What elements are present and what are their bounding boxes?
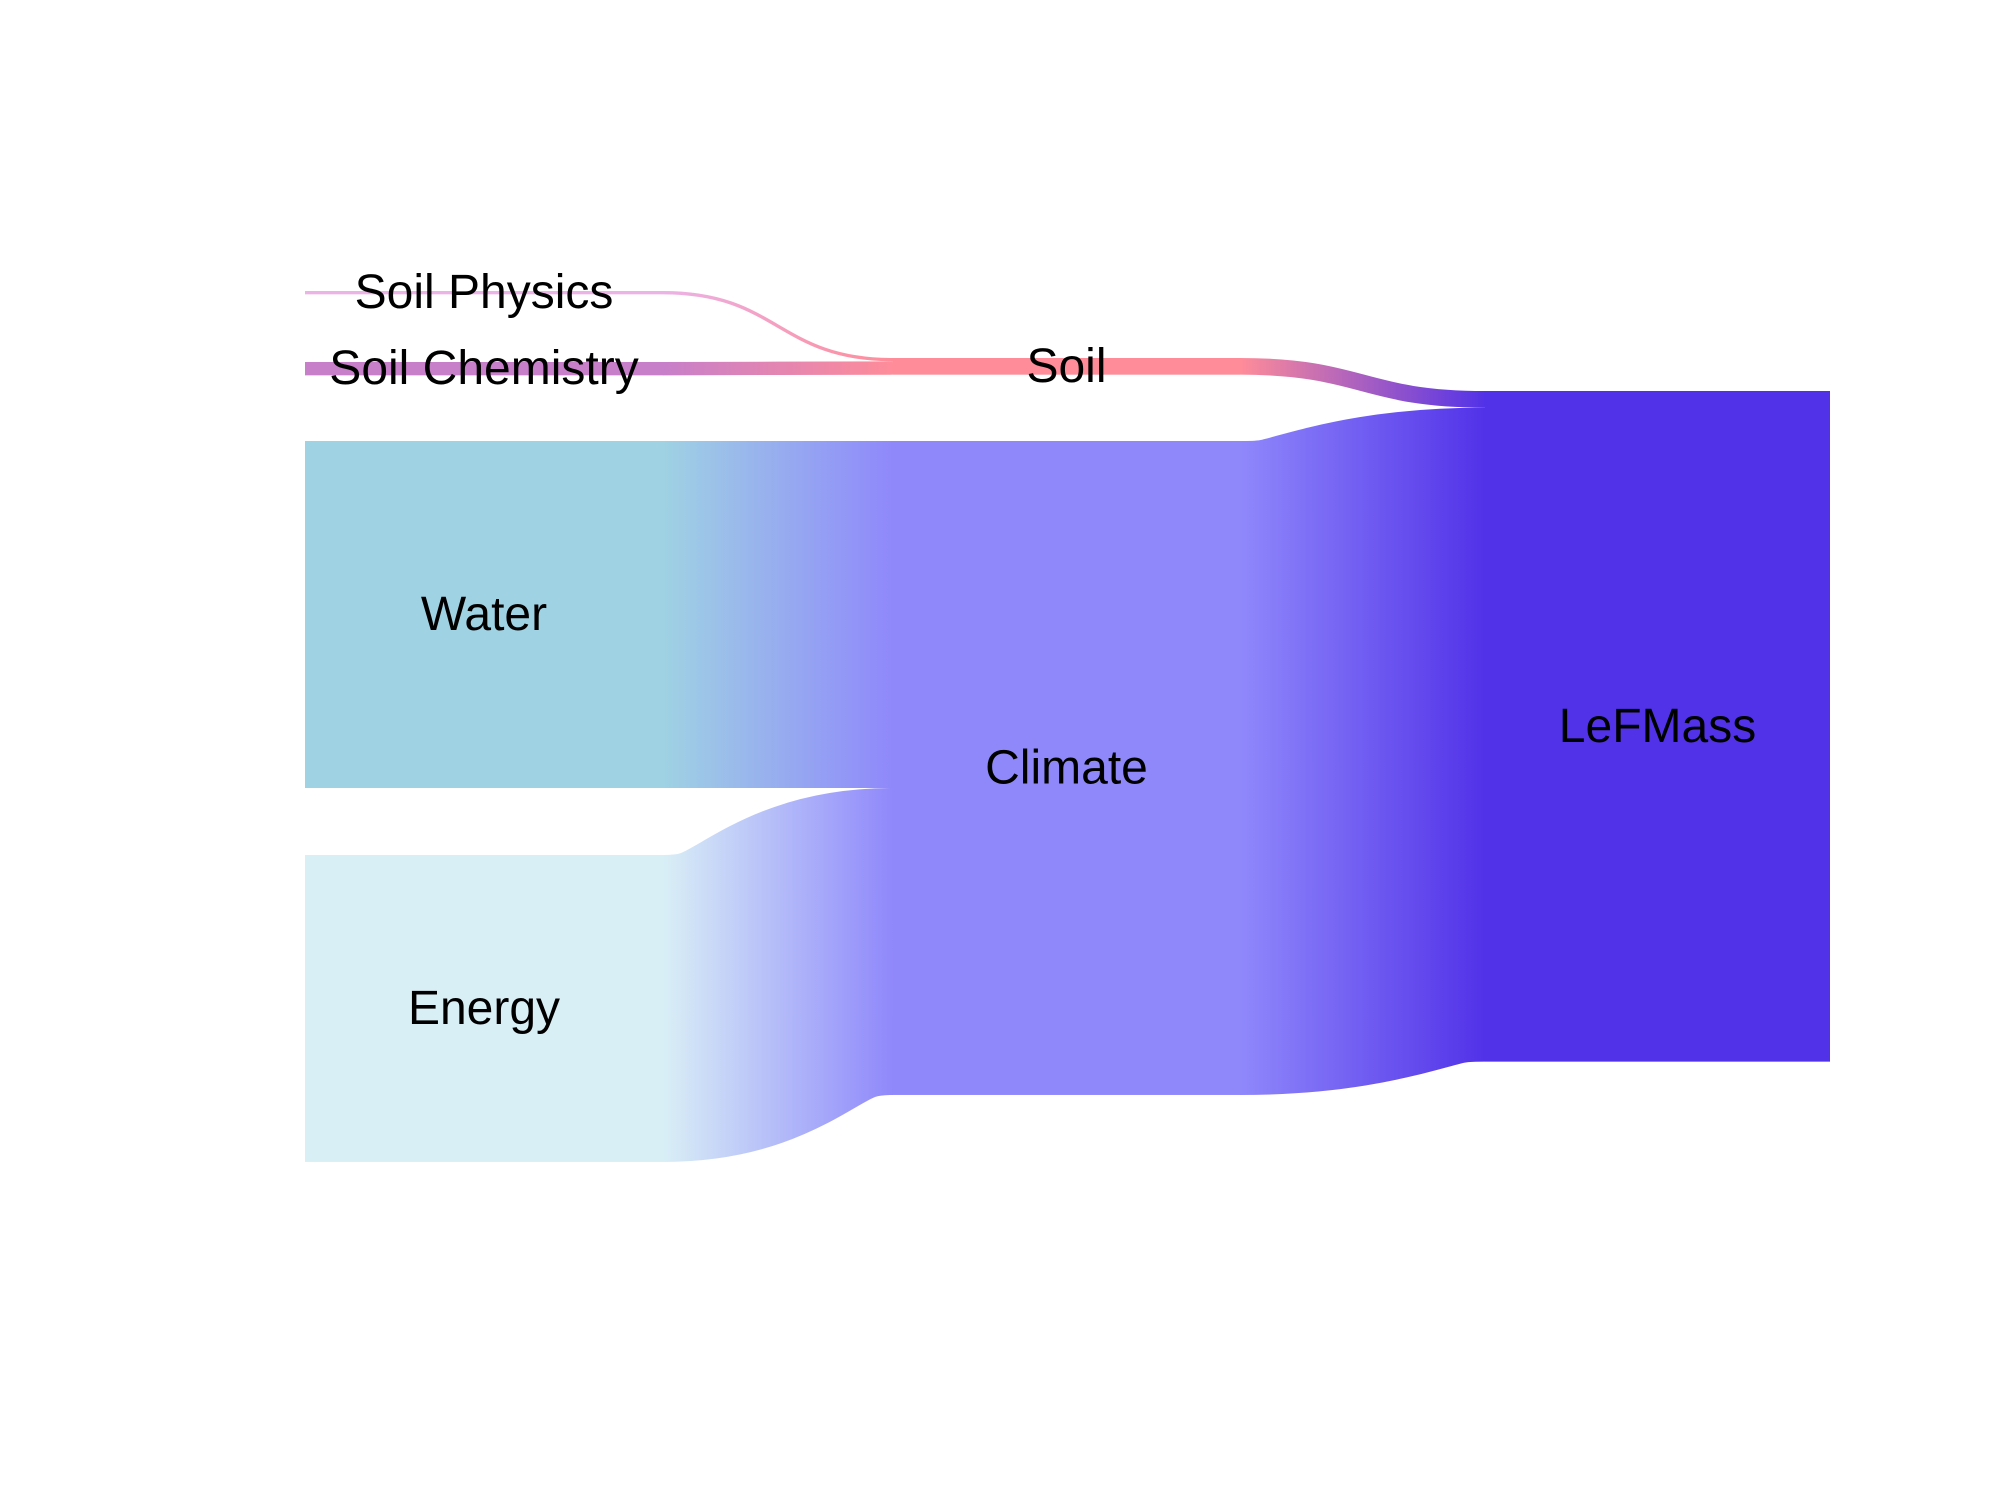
node-soil-chemistry — [305, 362, 663, 376]
node-label-soil-chemistry: Soil Chemistry — [329, 342, 638, 395]
link-soil-chemistry-to-soil — [662, 361, 894, 376]
link-energy-to-climate — [658, 788, 898, 1162]
node-label-lefmass: LeFMass — [1559, 700, 1756, 753]
node-climate — [893, 441, 1240, 1095]
node-water — [305, 441, 663, 788]
node-label-energy: Energy — [408, 982, 560, 1035]
node-soil-physics — [305, 291, 663, 295]
node-energy — [305, 855, 663, 1162]
node-label-water: Water — [421, 588, 547, 641]
node-label-soil: Soil — [1026, 340, 1106, 393]
node-label-soil-physics: Soil Physics — [355, 266, 614, 319]
link-soil-to-lefmass — [1239, 357, 1486, 408]
link-soil-physics-to-soil — [662, 290, 894, 362]
nodes-layer — [305, 291, 1830, 1162]
links-layer — [658, 290, 1491, 1162]
labels-layer: Soil Physics Soil Chemistry Water Energy Soi… — [329, 266, 1756, 1035]
node-soil — [893, 358, 1240, 375]
node-lefmass — [1485, 391, 1830, 1062]
node-label-climate: Climate — [985, 741, 1148, 794]
link-climate-to-lefmass — [1234, 407, 1491, 1095]
